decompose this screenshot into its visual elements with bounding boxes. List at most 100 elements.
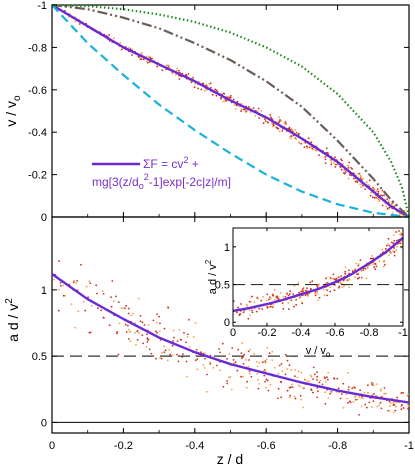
scatter-point [100,309,103,312]
scatter-point [348,286,351,289]
scatter-point [364,403,367,406]
scatter-point [130,314,133,317]
scatter-point [339,282,342,284]
scatter-point [120,307,123,309]
scatter-point [277,397,279,400]
scatter-point [218,348,221,350]
scatter-point [263,118,266,120]
scatter-point [249,348,252,351]
scatter-point [178,78,181,80]
scatter-point [370,257,373,260]
scatter-point [237,306,239,309]
scatter-point [255,310,258,313]
inset-series-lines [232,236,404,313]
top-series-line-dotted [51,3,411,218]
scatter-point [267,389,270,392]
inset-plot-frame [232,227,404,327]
scatter-point [194,322,197,324]
scatter-point [102,293,105,295]
scatter-point [300,371,303,374]
scatter-point [300,142,303,145]
top-series-line-dashdot [51,3,410,218]
scatter-point [88,280,91,283]
scatter-point [246,109,249,112]
scatter-point [342,279,345,282]
scatter-point [148,348,151,351]
scatter-point [137,297,140,300]
scatter-point [358,276,360,279]
scatter-point [151,57,153,60]
scatter-point [291,386,294,388]
scatter-point [247,350,250,353]
scatter-point [382,265,385,268]
scatter-point [306,147,309,150]
scatter-point [372,186,374,189]
scatter-point [156,331,158,334]
scatter-point [367,384,369,387]
scatter-point [329,290,332,293]
scatter-point [325,380,327,383]
x-tick-label: -0.2 [114,440,133,452]
scatter-point [245,303,248,306]
scatter-point [338,276,341,278]
scatter-point [197,87,199,90]
scatter-point [209,362,212,365]
scatter-point [383,194,385,197]
scatter-point [282,308,285,310]
scatter-point [266,306,269,308]
scatter-point [148,55,150,58]
scatter-point [146,61,149,64]
bottom-series-line-solid [51,273,410,404]
scatter-point [248,359,251,361]
scatter-point [101,290,104,293]
scatter-point [393,239,396,242]
scatter-point [386,198,388,201]
x-tick-label: -0.4 [185,440,204,452]
scatter-point [334,156,336,159]
scatter-point [229,375,232,378]
inset-ylabel: a d / v2 [204,259,219,294]
scatter-point [359,389,361,392]
scatter-point [362,177,365,180]
scatter-point [102,316,105,319]
scatter-point [267,121,269,124]
scatter-point [334,166,337,168]
scatter-point [116,331,118,333]
scatter-point [177,360,180,363]
scatter-point [357,264,360,267]
scatter-point [228,376,230,379]
scatter-point [374,263,377,265]
scatter-point [357,277,359,280]
scatter-point [146,341,149,343]
scatter-point [383,263,386,266]
scatter-point [164,349,167,352]
scatter-point [202,364,205,366]
inset-ylabel-sup: 2 [204,259,213,264]
scatter-point [139,320,142,323]
scatter-point [373,188,376,191]
scatter-point [343,285,345,287]
scatter-point [142,342,145,345]
scatter-point [249,314,251,317]
scatter-point [261,308,264,310]
scatter-point [127,324,129,327]
scatter-point [375,265,378,268]
scatter-point [286,389,289,392]
scatter-point [313,373,316,376]
scatter-point [279,119,281,121]
scatter-point [356,398,359,401]
scatter-point [347,388,350,391]
scatter-point [228,353,231,355]
scatter-point [372,257,375,260]
scatter-point [171,354,174,357]
scatter-point [145,55,148,58]
scatter-point [372,400,375,402]
scatter-point [346,397,348,400]
scatter-point [203,89,206,92]
scatter-point [327,397,330,399]
scatter-point [300,398,302,401]
scatter-point [351,387,354,390]
scatter-point [381,248,383,251]
scatter-point [341,159,343,162]
scatter-point [378,404,380,407]
